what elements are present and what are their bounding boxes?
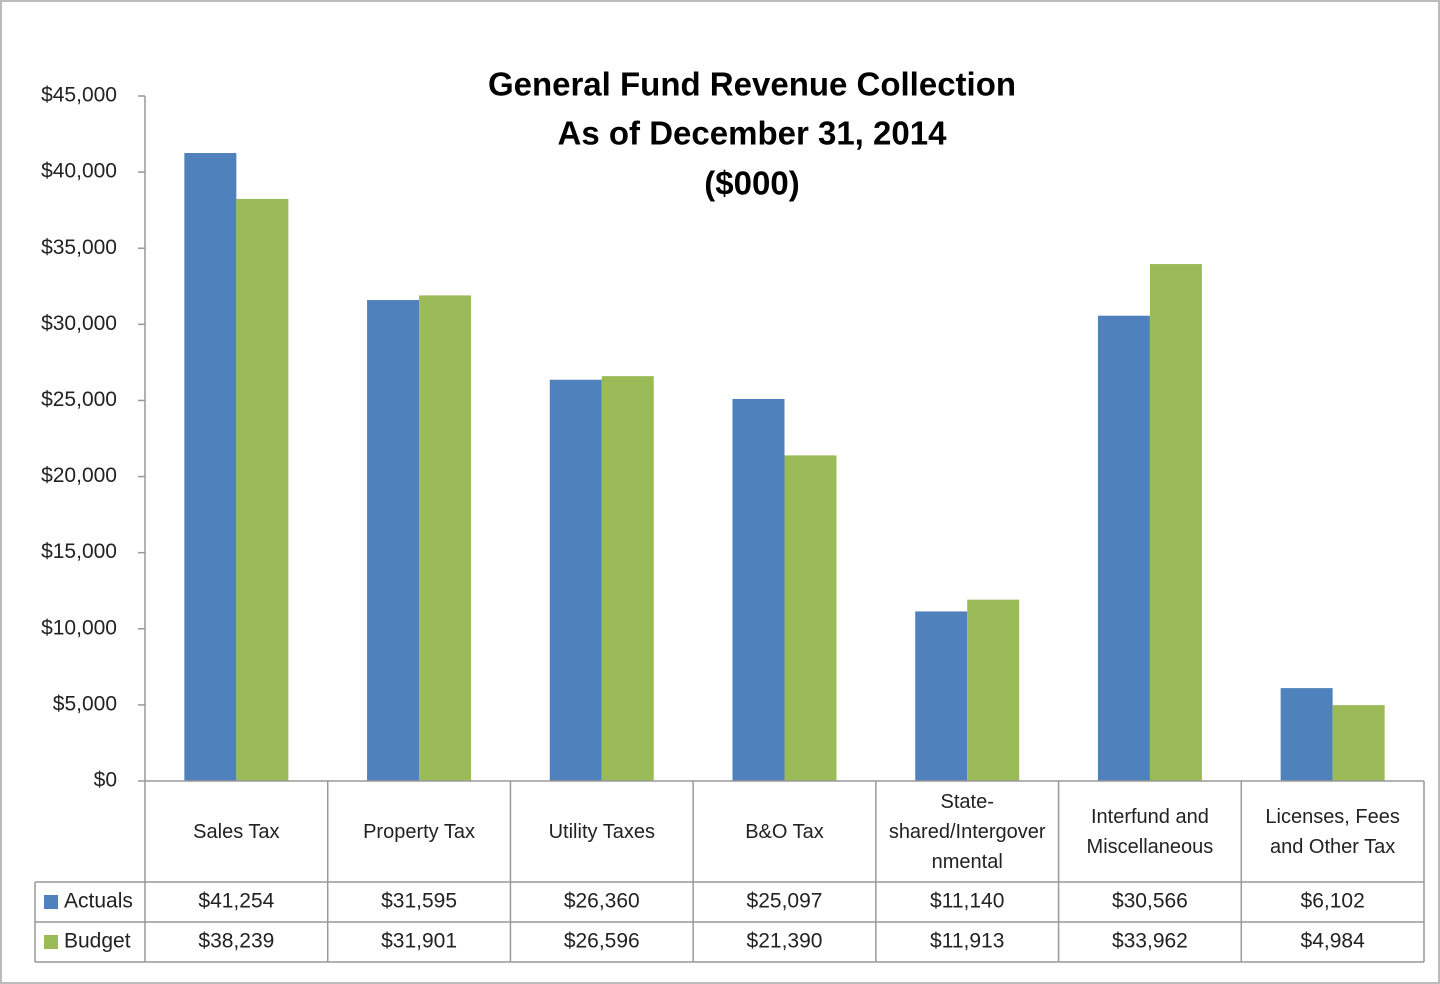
bar — [1097, 315, 1150, 781]
data-label: $31,901 — [381, 930, 457, 953]
chart-title: General Fund Revenue Collection — [488, 66, 1016, 103]
bar — [367, 300, 420, 781]
bar — [1280, 688, 1333, 781]
x-tick-label: Utility Taxes — [548, 820, 655, 843]
bar — [184, 153, 237, 781]
x-tick-label: Property Tax — [363, 820, 475, 843]
data-label: $4,984 — [1301, 930, 1366, 953]
y-tick-label: $35,000 — [41, 236, 117, 259]
bar — [601, 376, 654, 781]
y-tick-label: $45,000 — [41, 84, 117, 107]
x-tick-label: Interfund and Miscellaneous — [1086, 805, 1214, 858]
bar — [549, 379, 602, 781]
y-tick-label: $0 — [94, 769, 117, 792]
legend-label: Budget — [64, 930, 131, 953]
data-label: $38,239 — [198, 930, 274, 953]
legend-key — [44, 935, 58, 949]
chart-title: ($000) — [704, 165, 799, 202]
y-tick-label: $40,000 — [41, 160, 117, 183]
legend-label: Actuals — [64, 890, 133, 913]
y-tick-label: $15,000 — [41, 540, 117, 563]
data-label: $26,596 — [564, 930, 640, 953]
bar — [915, 611, 968, 781]
chart-title: As of December 31, 2014 — [558, 115, 948, 152]
data-label: $31,595 — [381, 890, 457, 913]
data-label: $11,913 — [930, 930, 1004, 953]
bar — [784, 455, 837, 781]
data-label: $25,097 — [747, 890, 823, 913]
data-label: $26,360 — [564, 890, 640, 913]
data-label: $6,102 — [1301, 890, 1365, 913]
y-tick-label: $30,000 — [41, 312, 117, 335]
bar — [236, 198, 289, 781]
bar — [1332, 705, 1385, 781]
data-label: $41,254 — [198, 890, 274, 913]
y-tick-label: $20,000 — [41, 464, 117, 487]
data-label: $21,390 — [747, 930, 823, 953]
data-label: $30,566 — [1112, 890, 1188, 913]
bar — [1149, 264, 1202, 781]
x-tick-label: B&O Tax — [745, 820, 824, 843]
x-tick-label: Licenses, Fees and Other Tax — [1265, 805, 1400, 858]
y-tick-label: $25,000 — [41, 388, 117, 411]
y-tick-label: $10,000 — [41, 616, 117, 639]
bar — [967, 599, 1020, 781]
data-label: $33,962 — [1112, 930, 1188, 953]
legend-key — [44, 895, 58, 909]
bar — [732, 398, 785, 781]
x-tick-label: Sales Tax — [193, 820, 280, 843]
x-tick-label: State-shared/Intergovernmental — [888, 790, 1046, 873]
y-tick-label: $5,000 — [53, 692, 117, 715]
data-label: $11,140 — [930, 890, 1004, 913]
bar — [419, 295, 472, 781]
